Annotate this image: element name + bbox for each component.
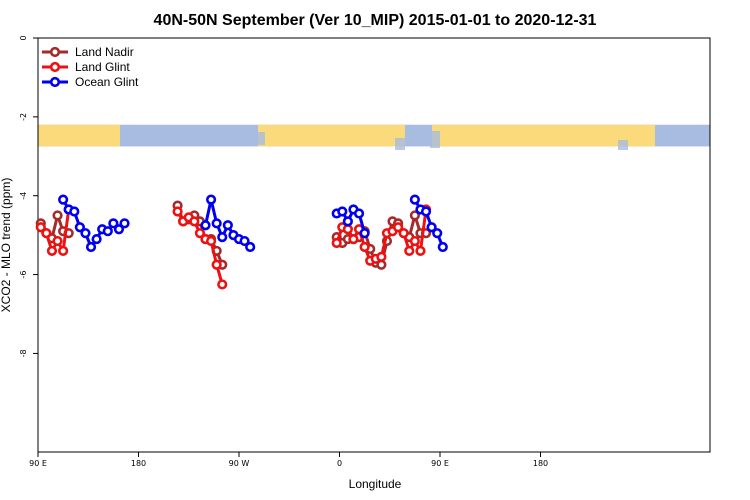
data-point — [205, 235, 217, 247]
data-point — [74, 222, 85, 233]
data-point — [172, 206, 183, 217]
x-axis-title: Longitude — [349, 477, 402, 491]
data-point — [393, 222, 404, 233]
data-point — [337, 206, 348, 217]
x-tick-label-2: 90 W — [229, 459, 250, 468]
y-axis-title: XCO2 - MLO trend (ppm) — [0, 178, 13, 313]
y-tick-label-1: -2 — [19, 113, 28, 121]
data-point — [108, 218, 119, 229]
legend-label-1: Land Glint — [75, 60, 130, 74]
data-point — [102, 226, 113, 237]
y-tick-label-2: -4 — [19, 192, 28, 200]
data-point — [409, 194, 420, 205]
data-point — [342, 216, 353, 227]
y-tick-label-3: -6 — [19, 271, 28, 279]
x-tick-label-5: 180 — [533, 459, 548, 468]
data-point — [200, 220, 211, 231]
data-point — [119, 218, 130, 229]
x-tick-label-4: 90 E — [431, 459, 449, 468]
x-tick-label-3: 0 — [337, 459, 342, 468]
series-ocean-glint — [58, 194, 448, 253]
data-point — [52, 235, 63, 247]
data-point — [113, 224, 125, 235]
data-point — [217, 232, 228, 243]
data-point — [35, 222, 46, 233]
data-point — [69, 206, 80, 217]
data-point — [409, 210, 420, 221]
x-tick-label-1: 180 — [131, 459, 146, 468]
legend-marker-2 — [49, 76, 61, 88]
chart-title: 40N-50N September (Ver 10_MIP) 2015-01-0… — [154, 12, 597, 29]
data-point — [404, 245, 415, 257]
plot-frame — [37, 37, 711, 453]
data-point — [245, 241, 256, 253]
data-point — [222, 220, 233, 231]
legend-marker-0 — [49, 46, 61, 58]
series-land-glint — [35, 204, 432, 290]
data-point — [58, 245, 69, 257]
data-point — [415, 245, 426, 257]
map-strip — [38, 124, 710, 150]
map-coast-5 — [618, 140, 628, 150]
y-axis: 0 -2 -4 -6 -8 — [19, 35, 38, 357]
map-coast-3 — [395, 138, 405, 150]
data-point — [205, 194, 217, 205]
legend-label-2: Ocean Glint — [75, 75, 139, 89]
map-coast-2 — [255, 132, 265, 145]
data-point — [239, 235, 250, 247]
data-point — [46, 245, 58, 257]
y-tick-label-4: -8 — [19, 349, 28, 357]
data-point — [217, 279, 228, 290]
map-coast-4 — [430, 131, 440, 148]
data-point — [52, 210, 63, 221]
data-point — [348, 233, 359, 245]
data-point — [409, 235, 420, 247]
data-point — [376, 251, 387, 262]
data-point — [211, 218, 222, 229]
map-land-2 — [258, 124, 405, 147]
data-point — [426, 222, 437, 233]
data-point — [353, 208, 365, 219]
data-point — [331, 237, 342, 249]
data-point — [41, 228, 52, 239]
x-tick-label-0: 90 E — [29, 459, 47, 468]
data-point — [85, 241, 97, 253]
data-point — [211, 259, 222, 270]
data-point — [359, 228, 370, 239]
data-point — [80, 228, 91, 239]
data-point — [420, 206, 432, 217]
data-point — [91, 233, 102, 245]
data-point — [194, 228, 206, 239]
legend-label-0: Land Nadir — [75, 45, 134, 59]
data-point — [58, 194, 69, 205]
data-point — [398, 228, 409, 239]
legend-marker-1 — [49, 61, 61, 73]
series-layer — [35, 194, 448, 290]
data-point — [189, 216, 200, 227]
data-point — [437, 241, 448, 253]
data-point — [342, 224, 353, 235]
data-point — [432, 228, 443, 239]
map-land-1 — [38, 124, 120, 147]
data-point — [359, 241, 370, 253]
y-tick-label-0: 0 — [19, 35, 28, 40]
map-land-3 — [432, 124, 655, 147]
x-axis: 90 E 180 90 W 0 90 E 180 — [29, 452, 548, 468]
